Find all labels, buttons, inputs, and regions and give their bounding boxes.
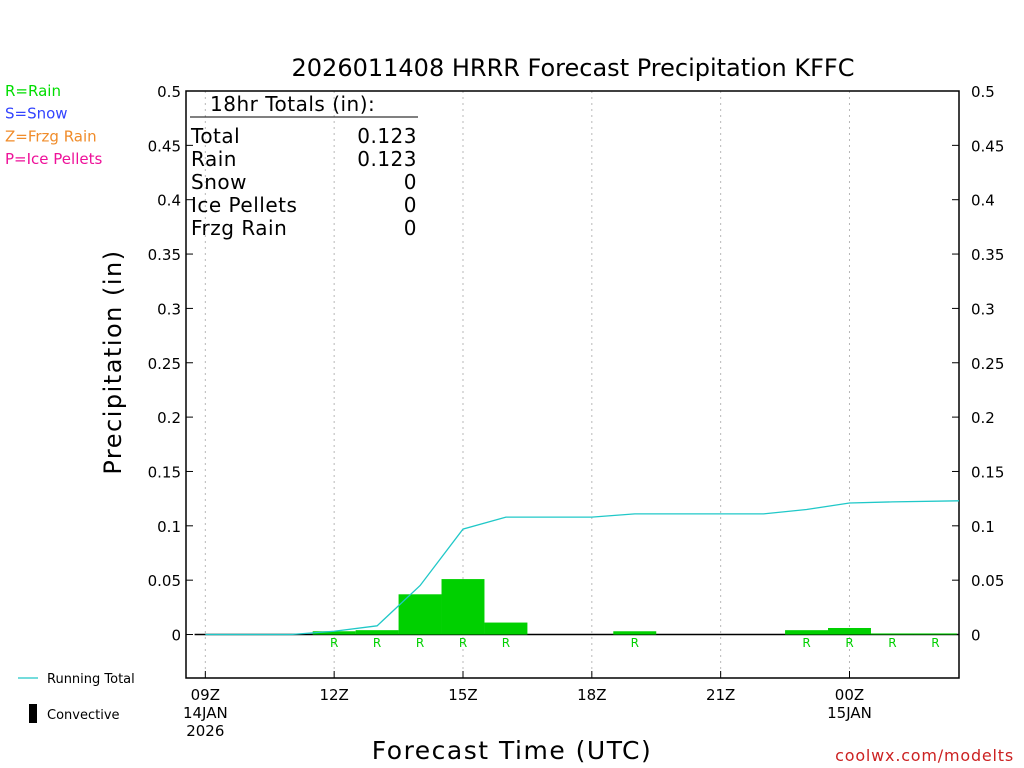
x-tick-label: 14JAN [183,704,228,722]
ptype-legend-item: R=Rain [5,82,61,100]
legend: Running Total Convective [18,672,135,723]
totals-row-value: 0.123 [357,124,417,148]
precip-bar [355,630,399,635]
y-tick-label-left: 0.45 [148,137,181,155]
precip-bar [828,627,871,635]
plot-frame [185,90,960,679]
ptype-legend-item: Z=Frzg Rain [5,127,97,145]
y-tick-label-right: 0.45 [971,137,1004,155]
precip-bar [441,579,485,635]
precip-bar [870,633,914,635]
ptype-marker: R [845,636,853,650]
precip-bar [785,630,829,635]
y-tick-label-right: 0.1 [971,518,995,536]
x-tick-label: 12Z [319,686,348,704]
chart-title: 2026011408 HRRR Forecast Precipitation K… [292,54,855,82]
ptype-legend-item: S=Snow [5,105,68,123]
y-tick-label-left: 0.15 [148,463,181,481]
y-tick-label-left: 0.2 [157,409,181,427]
y-ticks: 0 00.05 0.050.1 0.10.15 0.150.2 0.20.25 0.250.… [148,83,1005,645]
ptype-legend-item: P=Ice Pellets [5,150,102,168]
x-tick-label: 09Z [191,686,220,704]
y-tick-label-right: 0.3 [971,300,995,318]
y-tick-label-left: 0.5 [157,83,181,101]
ptype-marker: R [502,636,510,650]
ptype-legend: R=Rain S=Snow Z=Frzg Rain P=Ice Pellets [5,82,102,168]
totals-row-label: Rain [191,147,237,171]
legend-running-total-label: Running Total [47,672,135,687]
x-tick-label: 18Z [577,686,606,704]
x-tick-label: 00Z [835,686,864,704]
y-tick-label-right: 0.5 [971,83,995,101]
ptype-marker: R [459,636,467,650]
legend-convective-swatch [29,704,37,723]
totals-heading: 18hr Totals (in): [210,92,375,116]
totals-row-value: 0.123 [357,147,417,171]
y-tick-label-right: 0 [971,627,981,645]
y-tick-label-right: 0.15 [971,463,1004,481]
ptype-marker: R [802,636,810,650]
x-tick-label: 21Z [706,686,735,704]
y-axis-label: Precipitation (in) [99,249,127,474]
totals-row-value: 0 [404,216,417,240]
precip-bar [613,631,657,635]
x-tick-label: 15Z [448,686,477,704]
y-tick-label-right: 0.2 [971,409,995,427]
y-tick-label-left: 0.1 [157,518,181,536]
y-tick-label-left: 0.25 [148,355,181,373]
totals-box: 18hr Totals (in): Total 0.123 Rain 0.123 Sno… [190,92,418,240]
legend-convective-label: Convective [47,708,120,723]
totals-row-label: Frzg Rain [191,216,287,240]
watermark: coolwx.com/modelts [835,746,1014,765]
totals-row-value: 0 [404,193,417,217]
y-tick-label-right: 0.4 [971,192,995,210]
grid-lines [204,91,850,678]
precip-bar [312,631,356,635]
y-tick-label-left: 0.3 [157,300,181,318]
precip-bars [312,579,957,635]
y-tick-label-left: 0.4 [157,192,181,210]
ptype-marker: R [931,636,939,650]
x-axis-label: Forecast Time (UTC) [372,736,652,765]
y-tick-label-right: 0.25 [971,355,1004,373]
ptype-marker: R [888,636,896,650]
y-tick-label-left: 0 [171,627,181,645]
totals-row-label: Ice Pellets [191,193,297,217]
ptype-marker: R [416,636,424,650]
precip-bar [913,633,957,635]
totals-row-label: Snow [191,170,247,194]
y-tick-label-right: 0.35 [971,246,1004,264]
ptype-marker: R [330,636,338,650]
precip-bar [398,594,442,635]
ptype-marker: R [631,636,639,650]
x-tick-label: 2026 [186,722,224,740]
y-tick-label-left: 0.35 [148,246,181,264]
y-tick-label-right: 0.05 [971,572,1004,590]
running-total-line [205,500,960,636]
totals-row-label: Total [190,124,240,148]
y-tick-label-left: 0.05 [148,572,181,590]
totals-row-value: 0 [404,170,417,194]
precip-bar [484,622,528,635]
ptype-marker: R [373,636,381,650]
x-tick-label: 15JAN [827,704,872,722]
